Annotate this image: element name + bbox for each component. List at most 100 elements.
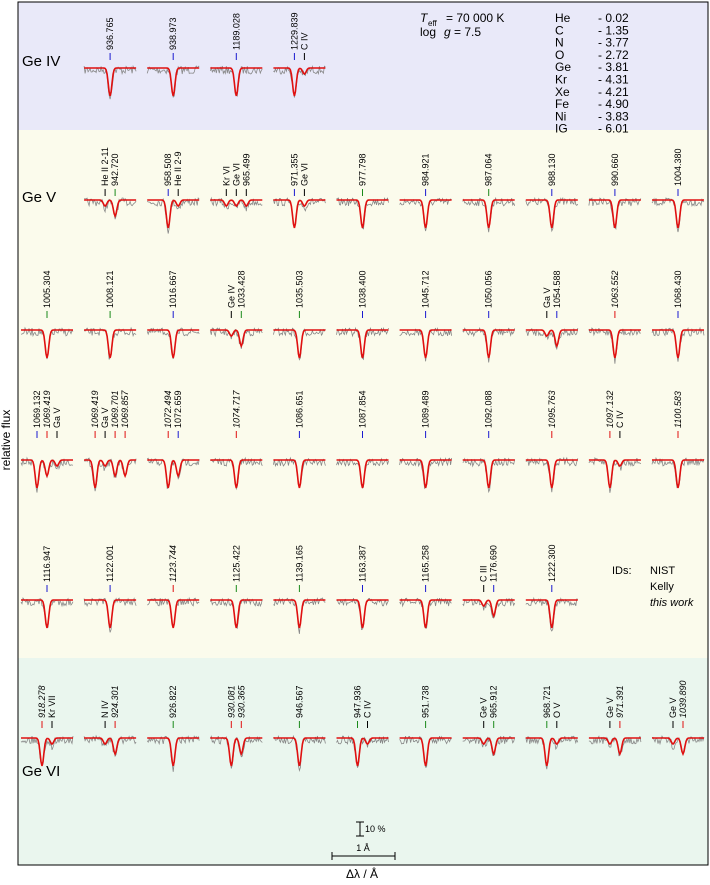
abundance-value: - 4.21: [598, 85, 629, 99]
line-id: 1139.165: [294, 545, 304, 582]
legend-title: IDs:: [612, 565, 632, 577]
line-id: 1087.854: [358, 390, 368, 428]
line-id: 1033.428: [236, 270, 246, 308]
line-id: 930.365: [236, 684, 246, 718]
model-spectrum: [147, 599, 200, 629]
line-id: Kr VI: [221, 166, 231, 186]
model-spectrum: [462, 459, 515, 489]
model-spectrum: [336, 329, 389, 359]
line-id: 1068.430: [673, 270, 683, 308]
scale-bars: 10 % 1 Å: [331, 821, 396, 860]
line-id: 1069.701: [110, 390, 120, 428]
observed-spectrum: [651, 197, 705, 233]
line-id: 1222.300: [547, 544, 557, 582]
observed-spectrum: [588, 327, 641, 364]
model-spectrum: [21, 459, 73, 489]
line-id: 1097.132: [605, 390, 615, 428]
line-id: Ga V: [100, 407, 110, 428]
line-id: O V: [552, 702, 562, 718]
line-id: 1229.839: [289, 12, 299, 50]
observed-spectrum: [651, 735, 705, 755]
observed-spectrum: [20, 326, 74, 360]
line-id: 1072.659: [173, 390, 183, 428]
model-spectrum: [210, 599, 263, 629]
abundance-value: - 2.72: [598, 48, 629, 62]
model-spectrum: [525, 459, 578, 489]
line-id: 1163.387: [358, 545, 368, 582]
line-id: 1045.712: [421, 270, 431, 308]
ge-v-band: [18, 130, 708, 658]
line-id: 1004.380: [673, 148, 683, 186]
model-spectrum: [652, 737, 704, 757]
logg-value: = 7.5: [454, 25, 481, 39]
line-id: C III: [479, 565, 489, 582]
observed-spectrum: [336, 735, 389, 768]
model-spectrum: [525, 737, 578, 767]
observed-spectrum: [399, 326, 452, 362]
model-spectrum: [462, 199, 515, 229]
observed-spectrum: [525, 328, 579, 351]
line-id: 1054.588: [552, 270, 562, 308]
observed-spectrum: [146, 197, 200, 234]
model-spectrum: [21, 599, 73, 629]
observed-spectrum: [462, 457, 516, 494]
line-id: 1092.088: [484, 390, 494, 428]
teff-symbol: T: [420, 11, 429, 25]
observed-spectrum: [525, 596, 578, 632]
abundance-element: Ni: [555, 109, 566, 123]
teff-sub: eff: [428, 19, 438, 28]
line-id: 1069.419: [42, 390, 52, 428]
line-id: 930.081: [226, 685, 236, 718]
abundance-value: - 3.83: [598, 109, 629, 123]
model-spectrum: [84, 599, 137, 629]
line-id: 936.765: [105, 17, 115, 50]
observed-spectrum: [146, 457, 200, 490]
teff-value: = 70 000 K: [446, 11, 504, 25]
abundance-value: - 4.90: [598, 97, 629, 111]
model-spectrum: [462, 599, 515, 619]
line-id: 1122.001: [105, 545, 115, 582]
line-id: 1116.947: [42, 546, 52, 582]
line-id: 951.738: [421, 685, 431, 718]
observed-spectrum: [209, 327, 263, 349]
model-spectrum: [525, 199, 578, 229]
abundance-element: Kr: [555, 73, 567, 87]
abundance-value: - 6.01: [598, 122, 629, 136]
line-id: 918.278: [37, 685, 47, 718]
model-spectrum: [588, 459, 641, 489]
line-id: 984.921: [421, 153, 431, 186]
line-id: Ge V: [479, 697, 489, 718]
line-id: 1125.422: [231, 545, 241, 582]
model-spectrum: [147, 199, 200, 229]
model-spectrum: [210, 737, 263, 767]
model-spectrum: [462, 737, 515, 757]
model-spectrum: [273, 329, 326, 359]
line-id: 926.822: [168, 685, 178, 718]
model-spectrum: [21, 737, 73, 767]
line-id: 1038.400: [358, 270, 368, 308]
line-id: 987.064: [484, 153, 494, 186]
line-id: Ge V: [668, 697, 678, 718]
line-id: 1050.056: [484, 270, 494, 308]
observed-spectrum: [20, 735, 74, 766]
model-spectrum: [462, 329, 515, 359]
model-spectrum: [336, 599, 389, 629]
model-spectrum: [273, 67, 326, 97]
abundance-value: - 4.31: [598, 73, 629, 87]
line-id: 971.355: [289, 153, 299, 186]
line-id: 1069.857: [120, 389, 130, 428]
logg-symbol: g: [444, 25, 451, 39]
model-spectrum: [84, 737, 137, 757]
observed-spectrum: [273, 65, 326, 98]
line-id: Ge VI: [231, 163, 241, 186]
model-spectrum: [652, 199, 704, 229]
line-id: 1069.419: [90, 390, 100, 428]
line-id: He II 2-9: [173, 151, 183, 186]
abundance-element: Fe: [555, 97, 569, 111]
line-id: C IV: [363, 700, 373, 718]
line-id: 1016.667: [168, 270, 178, 308]
line-id: 1069.132: [32, 390, 42, 428]
model-spectrum: [273, 737, 326, 767]
y-axis-label: relative flux: [0, 410, 13, 471]
